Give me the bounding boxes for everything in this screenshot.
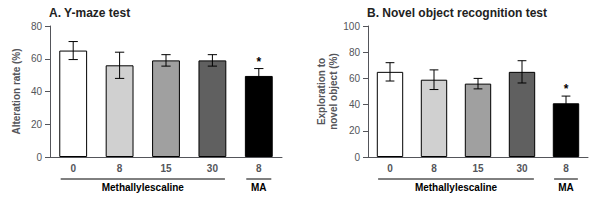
svg-text:8: 8	[256, 163, 262, 174]
svg-text:0: 0	[354, 152, 360, 163]
svg-text:15: 15	[472, 163, 484, 174]
svg-text:B. Novel object recognition te: B. Novel object recognition test	[367, 6, 547, 20]
svg-text:60: 60	[31, 53, 43, 64]
svg-text:*: *	[256, 55, 261, 69]
svg-text:40: 40	[31, 86, 43, 97]
svg-text:0: 0	[70, 163, 76, 174]
svg-text:*: *	[564, 82, 569, 96]
svg-text:Methallylescaline: Methallylescaline	[102, 182, 185, 193]
svg-text:8: 8	[117, 163, 123, 174]
svg-text:MA: MA	[558, 182, 574, 193]
svg-text:8: 8	[431, 163, 437, 174]
svg-text:Methallylescaline: Methallylescaline	[415, 182, 498, 193]
svg-text:0: 0	[36, 152, 42, 163]
svg-text:30: 30	[207, 163, 219, 174]
svg-text:80: 80	[31, 21, 43, 32]
svg-text:Alteration rate (%): Alteration rate (%)	[11, 48, 22, 134]
svg-text:20: 20	[349, 125, 361, 136]
svg-text:100: 100	[343, 21, 360, 32]
svg-text:20: 20	[31, 119, 43, 130]
svg-text:0: 0	[387, 163, 393, 174]
svg-text:80: 80	[349, 47, 361, 58]
svg-text:A. Y-maze test: A. Y-maze test	[49, 6, 130, 20]
svg-text:60: 60	[349, 73, 361, 84]
svg-text:Exploration to: Exploration to	[316, 58, 327, 125]
svg-text:8: 8	[563, 163, 569, 174]
svg-text:15: 15	[160, 163, 172, 174]
svg-text:30: 30	[516, 163, 528, 174]
svg-text:MA: MA	[251, 182, 267, 193]
svg-text:novel object (%): novel object (%)	[328, 53, 339, 130]
svg-text:40: 40	[349, 99, 361, 110]
